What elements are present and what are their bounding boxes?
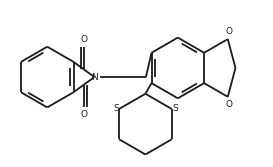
Text: S: S	[113, 104, 119, 113]
Text: O: O	[225, 100, 232, 109]
Text: S: S	[172, 104, 178, 113]
Text: N: N	[91, 72, 98, 81]
Text: O: O	[81, 110, 87, 119]
Text: O: O	[225, 27, 232, 36]
Text: O: O	[81, 35, 87, 44]
